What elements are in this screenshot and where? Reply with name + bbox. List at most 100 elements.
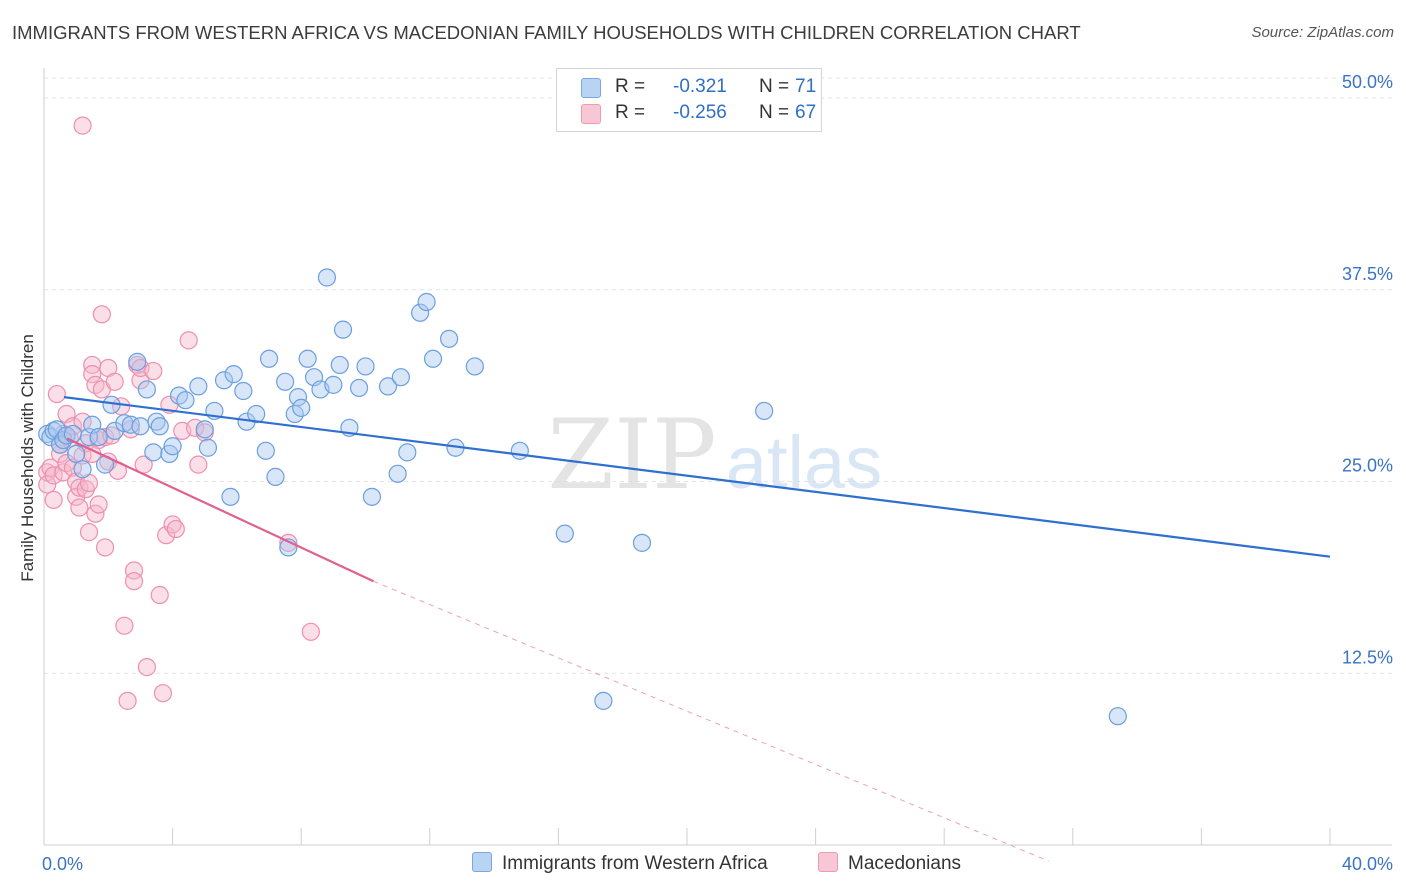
data-point (555, 524, 574, 543)
data-point (89, 427, 108, 447)
data-point (47, 384, 66, 404)
trend-line-western-africa (63, 396, 1331, 558)
data-point (330, 355, 349, 375)
data-point (105, 372, 124, 391)
data-point (169, 386, 189, 405)
data-point (398, 443, 417, 462)
data-point (57, 453, 76, 473)
data-point (86, 375, 105, 394)
y-tick-label: 50.0% (1342, 72, 1393, 92)
data-point (378, 377, 398, 396)
data-point (163, 437, 182, 456)
data-point (150, 585, 169, 605)
data-point (465, 357, 484, 376)
data-point (292, 398, 311, 417)
data-point (63, 424, 83, 444)
data-point (324, 375, 343, 394)
data-point (362, 487, 382, 506)
chart-title: IMMIGRANTS FROM WESTERN AFRICA VS MACEDO… (12, 22, 1081, 43)
data-point (92, 305, 111, 324)
legend-n-value: 67 (795, 102, 817, 123)
data-point (124, 561, 144, 580)
data-point (189, 455, 208, 474)
data-point (179, 331, 198, 350)
data-point (259, 349, 279, 368)
bottom-legend-swatch-pink (818, 852, 838, 872)
western-africa-points (38, 268, 1127, 726)
trend-lines (63, 396, 1331, 862)
data-point (79, 523, 99, 542)
data-point (423, 349, 443, 368)
data-point (73, 116, 92, 135)
data-point (89, 495, 108, 514)
data-point (118, 691, 137, 710)
data-point (189, 377, 208, 396)
bottom-legend-label: Macedonians (848, 853, 962, 874)
data-point (150, 417, 169, 436)
data-point (755, 401, 774, 421)
data-point (95, 427, 115, 447)
y-tick-label: 37.5% (1342, 264, 1393, 284)
y-tick-label: 12.5% (1342, 647, 1393, 667)
data-point (349, 378, 369, 398)
legend-n-label: N = (759, 76, 790, 97)
data-point (214, 371, 234, 390)
bottom-legend-western-africa: Immigrants from Western Africa (472, 852, 768, 875)
gridlines (44, 77, 1392, 674)
data-point (176, 391, 195, 410)
data-point (195, 420, 214, 439)
data-point (70, 478, 89, 497)
x-tick-label: 0.0% (42, 854, 83, 874)
bottom-legend-label: Immigrants from Western Africa (502, 853, 768, 874)
data-point (124, 572, 144, 591)
y-tick-labels: 12.5% 25.0% 37.5% 50.0% (1342, 72, 1393, 667)
data-point (115, 616, 134, 635)
data-point (166, 519, 185, 539)
trend-extension-macedonians (373, 580, 1049, 862)
legend-r-value: -0.321 (673, 76, 727, 97)
y-axis-label: Family Households with Children (18, 334, 37, 582)
data-point (256, 441, 275, 460)
x-tick-labels: 0.0% 40.0% (42, 854, 1393, 874)
data-point (128, 352, 147, 371)
data-point (234, 381, 253, 401)
data-point (67, 444, 86, 463)
data-point (50, 444, 70, 463)
watermark-atlas: atlas (726, 421, 882, 504)
legend-r-value: -0.256 (673, 102, 727, 123)
data-point (266, 467, 285, 486)
legend-r-label: R = (615, 102, 646, 123)
data-point (276, 372, 295, 391)
watermark-zip: ZIP (547, 399, 716, 511)
legend-r-label: R = (615, 76, 646, 97)
data-point (391, 368, 410, 387)
y-tick-label: 25.0% (1342, 456, 1393, 476)
data-point (198, 438, 218, 457)
data-point (288, 388, 308, 407)
data-point (137, 380, 156, 399)
legend-n-label: N = (759, 102, 790, 123)
data-point (131, 417, 150, 436)
data-point (44, 490, 63, 510)
data-point (70, 498, 89, 517)
data-point (247, 404, 266, 424)
x-tick-label: 40.0% (1342, 854, 1393, 874)
data-point (439, 329, 459, 348)
trend-line-macedonians (66, 437, 374, 583)
bottom-legend-macedonians: Macedonians (818, 852, 961, 875)
data-point (144, 443, 163, 462)
axes (43, 68, 1392, 846)
data-point (298, 349, 317, 368)
data-point (95, 538, 115, 557)
bottom-legend-swatch-blue (472, 852, 492, 872)
data-point (221, 487, 240, 506)
data-point (388, 464, 407, 483)
legend-n-value: 71 (795, 76, 817, 97)
data-point (144, 361, 163, 381)
data-point (157, 526, 176, 545)
macedonians-points (38, 116, 320, 710)
data-point (83, 365, 102, 384)
data-point (510, 441, 529, 460)
data-point (417, 292, 436, 312)
data-point (1108, 707, 1127, 726)
